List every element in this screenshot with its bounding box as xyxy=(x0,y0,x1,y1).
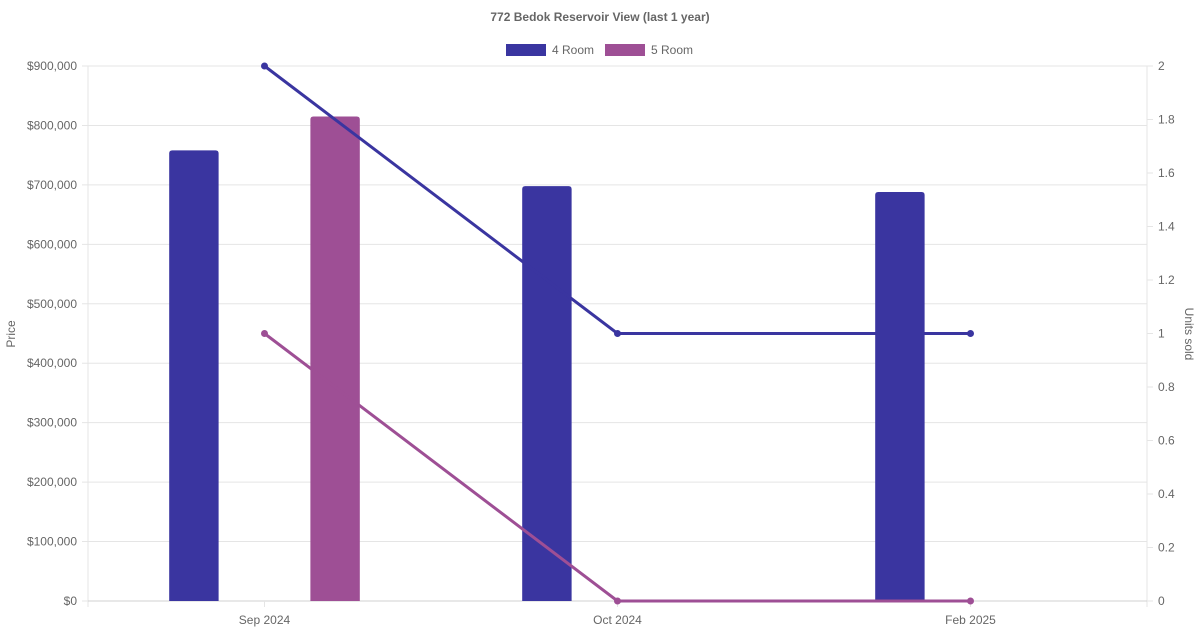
y-left-tick-label: $100,000 xyxy=(27,535,77,549)
y-right-tick-label: 1.6 xyxy=(1158,166,1175,180)
legend-swatch-5-room xyxy=(605,44,645,56)
legend-label-5-room[interactable]: 5 Room xyxy=(651,43,693,57)
y-left-tick-label: $900,000 xyxy=(27,59,77,73)
bar-4-room-feb-2025[interactable] xyxy=(875,192,925,601)
y-right-tick-label: 0.6 xyxy=(1158,434,1175,448)
y-right-tick-label: 0.8 xyxy=(1158,380,1175,394)
line-units-4-room xyxy=(263,64,971,335)
y-left-tick-label: $800,000 xyxy=(27,118,77,132)
chart-title: 772 Bedok Reservoir View (last 1 year) xyxy=(490,10,709,24)
right-axis-ticks: 0 0.2 0.4 0.6 0.8 1 1.2 1.4 1.6 1.8 2 xyxy=(1158,59,1175,608)
y-right-tick-label: 1.8 xyxy=(1158,113,1175,127)
legend-swatch-4-room xyxy=(506,44,546,56)
y-left-tick-label: $500,000 xyxy=(27,297,77,311)
bar-5-room-sep-2024[interactable] xyxy=(310,116,360,602)
y-right-tick-label: 2 xyxy=(1158,59,1165,73)
y-left-tick-label: $400,000 xyxy=(27,356,77,370)
point-units-5-room[interactable] xyxy=(261,330,268,337)
bar-4-room-oct-2024[interactable] xyxy=(522,186,572,602)
y-right-tick-label: 1 xyxy=(1158,327,1165,341)
y-right-tick-label: 1.4 xyxy=(1158,220,1175,234)
x-tick-label: Feb 2025 xyxy=(945,613,996,627)
y-left-tick-label: $200,000 xyxy=(27,475,77,489)
y-right-tick-label: 0 xyxy=(1158,594,1165,608)
x-tick-label: Oct 2024 xyxy=(593,613,642,627)
y-axis-left-title: Price xyxy=(4,320,18,348)
y-left-tick-label: $0 xyxy=(64,594,78,608)
left-axis-ticks: $0 $100,000 $200,000 $300,000 $400,000 $500,0… xyxy=(27,59,77,608)
bars xyxy=(169,116,925,602)
y-left-tick-label: $700,000 xyxy=(27,178,77,192)
legend-label-4-room[interactable]: 4 Room xyxy=(552,43,594,57)
y-axis-right-title: Units sold xyxy=(1182,308,1196,361)
line-units-5-room xyxy=(263,332,971,603)
point-units-4-room[interactable] xyxy=(261,62,268,70)
y-right-tick-label: 0.4 xyxy=(1158,487,1175,501)
x-axis-ticks: Sep 2024 Oct 2024 Feb 2025 xyxy=(239,613,996,627)
y-left-tick-label: $300,000 xyxy=(27,416,77,430)
point-units-5-room[interactable] xyxy=(967,597,974,605)
y-right-tick-label: 1.2 xyxy=(1158,273,1175,287)
x-tick-label: Sep 2024 xyxy=(239,613,291,627)
point-units-4-room[interactable] xyxy=(614,330,621,337)
y-right-tick-label: 0.2 xyxy=(1158,541,1175,555)
lines xyxy=(261,62,974,605)
y-left-tick-label: $600,000 xyxy=(27,237,77,251)
point-units-5-room[interactable] xyxy=(614,597,621,605)
point-units-4-room[interactable] xyxy=(967,330,974,337)
gridlines xyxy=(82,65,1153,607)
bar-4-room-sep-2024[interactable] xyxy=(169,150,219,601)
legend: 4 Room 5 Room xyxy=(506,43,693,57)
